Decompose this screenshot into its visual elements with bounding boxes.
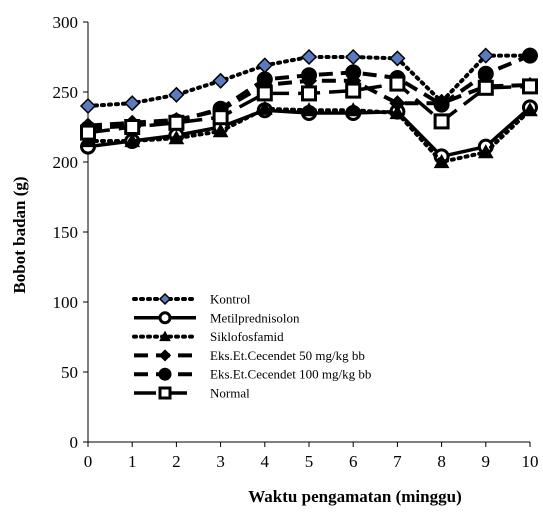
y-tick-label: 0 — [70, 433, 79, 452]
data-point — [522, 102, 538, 117]
data-point — [256, 71, 273, 88]
legend-marker — [158, 292, 172, 306]
series-layer — [79, 47, 539, 169]
x-tick-label: 8 — [437, 452, 446, 471]
x-tick-label: 9 — [482, 452, 491, 471]
y-tick-label: 150 — [53, 223, 79, 242]
x-tick-label: 4 — [261, 452, 270, 471]
data-point — [79, 97, 97, 115]
legend-label: Kontrol — [210, 292, 251, 307]
data-point — [212, 109, 229, 126]
legend-item: Eks.Et.Cecendet 50 mg/kg bb — [134, 348, 365, 363]
series-6 — [80, 75, 538, 141]
data-point — [212, 72, 229, 89]
legend-label: Eks.Et.Cecendet 50 mg/kg bb — [210, 348, 365, 363]
data-point — [522, 47, 538, 64]
series-3 — [80, 100, 538, 169]
x-axis-title: Waktu pengamatan (minggu) — [248, 487, 461, 506]
legend-item: Metilprednisolon — [134, 310, 300, 325]
data-point — [477, 144, 494, 159]
data-point — [433, 96, 450, 113]
data-point — [477, 65, 494, 82]
data-point — [256, 100, 273, 115]
legend-label: Eks.Et.Cecendet 100 mg/kg bb — [210, 367, 371, 382]
legend-marker — [158, 311, 172, 325]
x-tick-label: 1 — [128, 452, 137, 471]
legend-item: Siklofosfamid — [132, 329, 284, 344]
data-point — [433, 113, 450, 130]
legend-marker — [158, 349, 172, 362]
legend-label: Metilprednisolon — [210, 310, 300, 325]
data-point — [522, 78, 538, 95]
data-point — [345, 48, 362, 66]
x-tick-label: 7 — [393, 452, 402, 471]
y-tick-label: 300 — [53, 13, 79, 32]
data-point — [256, 57, 273, 74]
data-point — [212, 123, 229, 138]
legend: Kontrol Metilprednisolon Siklofosfamid Eks.… — [132, 292, 371, 401]
x-tick-label: 2 — [172, 452, 181, 471]
data-point — [477, 79, 494, 96]
y-tick-label: 200 — [53, 153, 79, 172]
data-point — [389, 50, 406, 67]
axes: 0 50 100 150 200 250 300 0 1 2 3 4 5 6 7 8 9 10 — [53, 13, 539, 471]
data-point — [389, 75, 406, 92]
data-point — [345, 64, 362, 81]
legend-marker — [159, 330, 171, 342]
x-tick-label: 3 — [216, 452, 225, 471]
x-tick-label: 0 — [84, 452, 93, 471]
legend-marker — [158, 367, 172, 381]
x-tick-label: 6 — [349, 452, 358, 471]
x-tick-label: 5 — [305, 452, 314, 471]
legend-item: Normal — [134, 386, 250, 401]
data-point — [80, 124, 96, 141]
legend-marker — [158, 386, 172, 400]
data-point — [168, 130, 185, 145]
data-point — [345, 102, 362, 117]
y-tick-label: 250 — [53, 83, 79, 102]
data-point — [345, 82, 362, 99]
legend-label: Normal — [210, 386, 250, 401]
data-point — [124, 132, 141, 148]
legend-item: Eks.Et.Cecendet 100 mg/kg bb — [134, 367, 371, 382]
y-tick-label: 50 — [61, 363, 78, 382]
x-tick-label: 10 — [522, 452, 539, 471]
data-point — [433, 153, 450, 169]
data-point — [301, 102, 317, 117]
data-point — [256, 85, 273, 102]
data-point — [301, 67, 317, 84]
data-point — [477, 47, 494, 64]
series-1 — [79, 47, 539, 115]
legend-label: Siklofosfamid — [210, 329, 284, 344]
data-point — [168, 86, 185, 103]
data-point — [124, 95, 141, 112]
y-tick-label: 100 — [53, 293, 79, 312]
legend-item: Kontrol — [132, 292, 251, 307]
data-point — [301, 85, 317, 102]
data-point — [168, 114, 185, 131]
data-point — [389, 95, 406, 112]
data-point — [124, 119, 141, 135]
data-point — [389, 104, 406, 120]
data-point — [300, 48, 318, 66]
y-axis-title: Bobot badan (g) — [10, 176, 29, 293]
